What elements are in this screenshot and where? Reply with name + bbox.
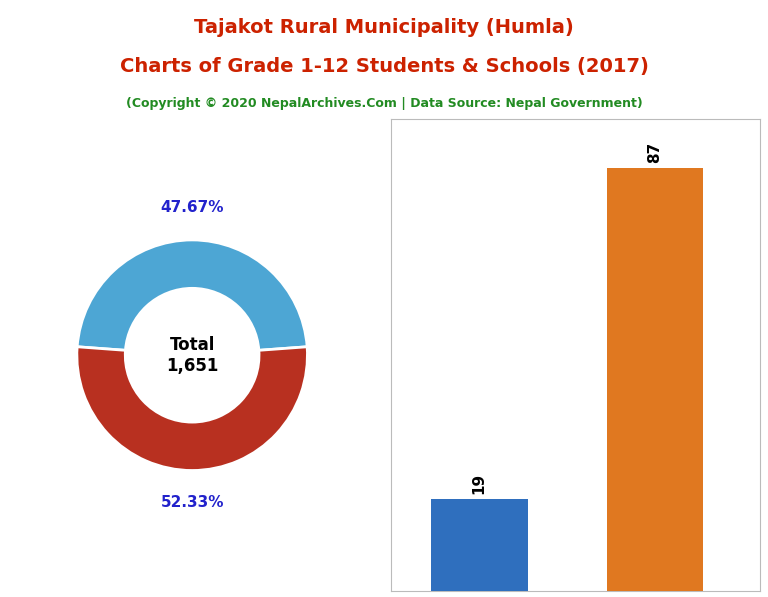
Text: 87: 87 — [647, 142, 663, 163]
Text: (Copyright © 2020 NepalArchives.Com | Data Source: Nepal Government): (Copyright © 2020 NepalArchives.Com | Da… — [126, 97, 642, 110]
Text: 52.33%: 52.33% — [161, 496, 224, 510]
Bar — [607, 168, 703, 591]
Bar — [431, 498, 528, 591]
Wedge shape — [77, 347, 307, 470]
Text: 47.67%: 47.67% — [161, 200, 224, 215]
Text: 19: 19 — [472, 473, 487, 494]
Text: Charts of Grade 1-12 Students & Schools (2017): Charts of Grade 1-12 Students & Schools … — [120, 57, 648, 76]
Text: Total
1,651: Total 1,651 — [166, 336, 218, 374]
Text: Tajakot Rural Municipality (Humla): Tajakot Rural Municipality (Humla) — [194, 18, 574, 37]
Wedge shape — [77, 240, 307, 350]
